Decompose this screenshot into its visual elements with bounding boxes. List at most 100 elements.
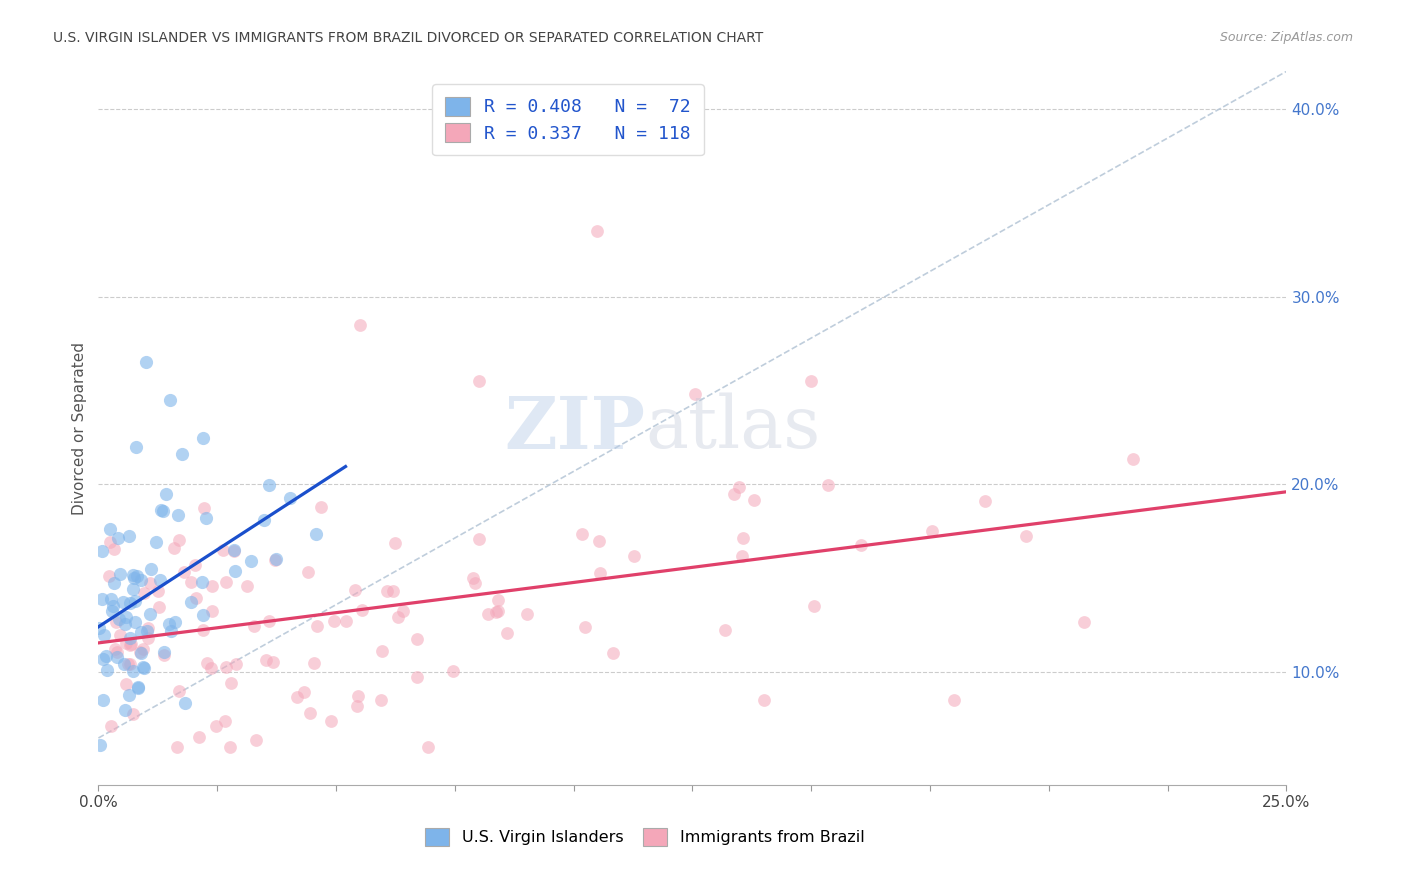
Point (114, 704, 136, 718)
Point (344, 582, 367, 597)
Point (495, 626, 517, 640)
Point (100, 719, 122, 733)
Point (201, 579, 224, 593)
Point (589, 566, 612, 580)
Point (1299, 513, 1322, 527)
Point (215, 574, 238, 589)
Point (98, 534, 121, 549)
Point (219, 740, 242, 755)
Point (441, 664, 464, 678)
Text: atlas: atlas (645, 392, 820, 464)
Point (91, 543, 114, 558)
Point (416, 740, 439, 755)
Point (259, 478, 281, 492)
Point (120, 596, 142, 610)
Point (264, 553, 287, 567)
Point (204, 719, 226, 733)
Point (157, 616, 180, 631)
Point (352, 603, 374, 617)
Point (167, 533, 190, 547)
Point (131, 660, 153, 674)
Point (129, 646, 152, 660)
Point (375, 584, 398, 599)
Point (222, 543, 245, 558)
Point (121, 568, 143, 582)
Point (173, 696, 195, 710)
Point (214, 714, 236, 729)
Point (302, 657, 325, 671)
Point (370, 643, 392, 657)
Point (122, 582, 145, 597)
Point (262, 655, 284, 669)
Point (98, 522, 121, 536)
Point (136, 631, 159, 645)
Point (188, 730, 211, 744)
Point (974, 494, 997, 508)
Point (349, 318, 371, 332)
Point (128, 645, 150, 659)
Text: Source: ZipAtlas.com: Source: ZipAtlas.com (1219, 31, 1353, 45)
Point (683, 387, 706, 401)
Point (224, 564, 246, 578)
Point (1015, 529, 1038, 543)
Point (103, 599, 125, 613)
Point (264, 551, 287, 566)
Point (184, 558, 207, 573)
Point (160, 624, 183, 638)
Point (114, 617, 136, 632)
Point (107, 531, 129, 545)
Point (184, 591, 207, 606)
Point (115, 676, 138, 690)
Point (118, 631, 141, 645)
Point (588, 534, 610, 549)
Point (468, 532, 491, 546)
Point (145, 535, 167, 549)
Point (152, 504, 174, 518)
Point (180, 574, 202, 589)
Point (319, 714, 342, 728)
Point (193, 607, 215, 622)
Point (132, 661, 155, 675)
Point (166, 508, 188, 522)
Point (245, 732, 267, 747)
Point (817, 478, 839, 492)
Point (191, 431, 214, 445)
Point (723, 487, 745, 501)
Point (132, 586, 155, 600)
Point (89, 738, 111, 752)
Point (173, 566, 195, 580)
Text: ZIP: ZIP (505, 392, 645, 464)
Point (96, 649, 118, 664)
Point (278, 491, 301, 505)
Point (170, 447, 193, 461)
Point (150, 503, 173, 517)
Point (124, 594, 146, 608)
Point (305, 619, 328, 633)
Point (346, 699, 368, 714)
Point (163, 541, 186, 555)
Point (463, 571, 485, 585)
Point (139, 562, 162, 576)
Point (120, 637, 142, 651)
Point (574, 619, 596, 633)
Point (467, 374, 489, 388)
Point (305, 527, 328, 541)
Point (91, 693, 114, 707)
Point (90, 592, 112, 607)
Point (135, 355, 157, 369)
Point (112, 595, 135, 609)
Point (225, 657, 247, 672)
Point (623, 549, 645, 563)
Point (146, 584, 169, 599)
Point (103, 541, 125, 556)
Point (114, 609, 136, 624)
Point (125, 569, 148, 583)
Point (849, 539, 872, 553)
Point (727, 480, 749, 494)
Point (191, 574, 214, 589)
Point (104, 641, 127, 656)
Text: U.S. VIRGIN ISLANDER VS IMMIGRANTS FROM BRAZIL DIVORCED OR SEPARATED CORRELATION: U.S. VIRGIN ISLANDER VS IMMIGRANTS FROM … (53, 31, 763, 45)
Point (800, 374, 823, 388)
Point (155, 487, 177, 501)
Point (135, 624, 157, 639)
